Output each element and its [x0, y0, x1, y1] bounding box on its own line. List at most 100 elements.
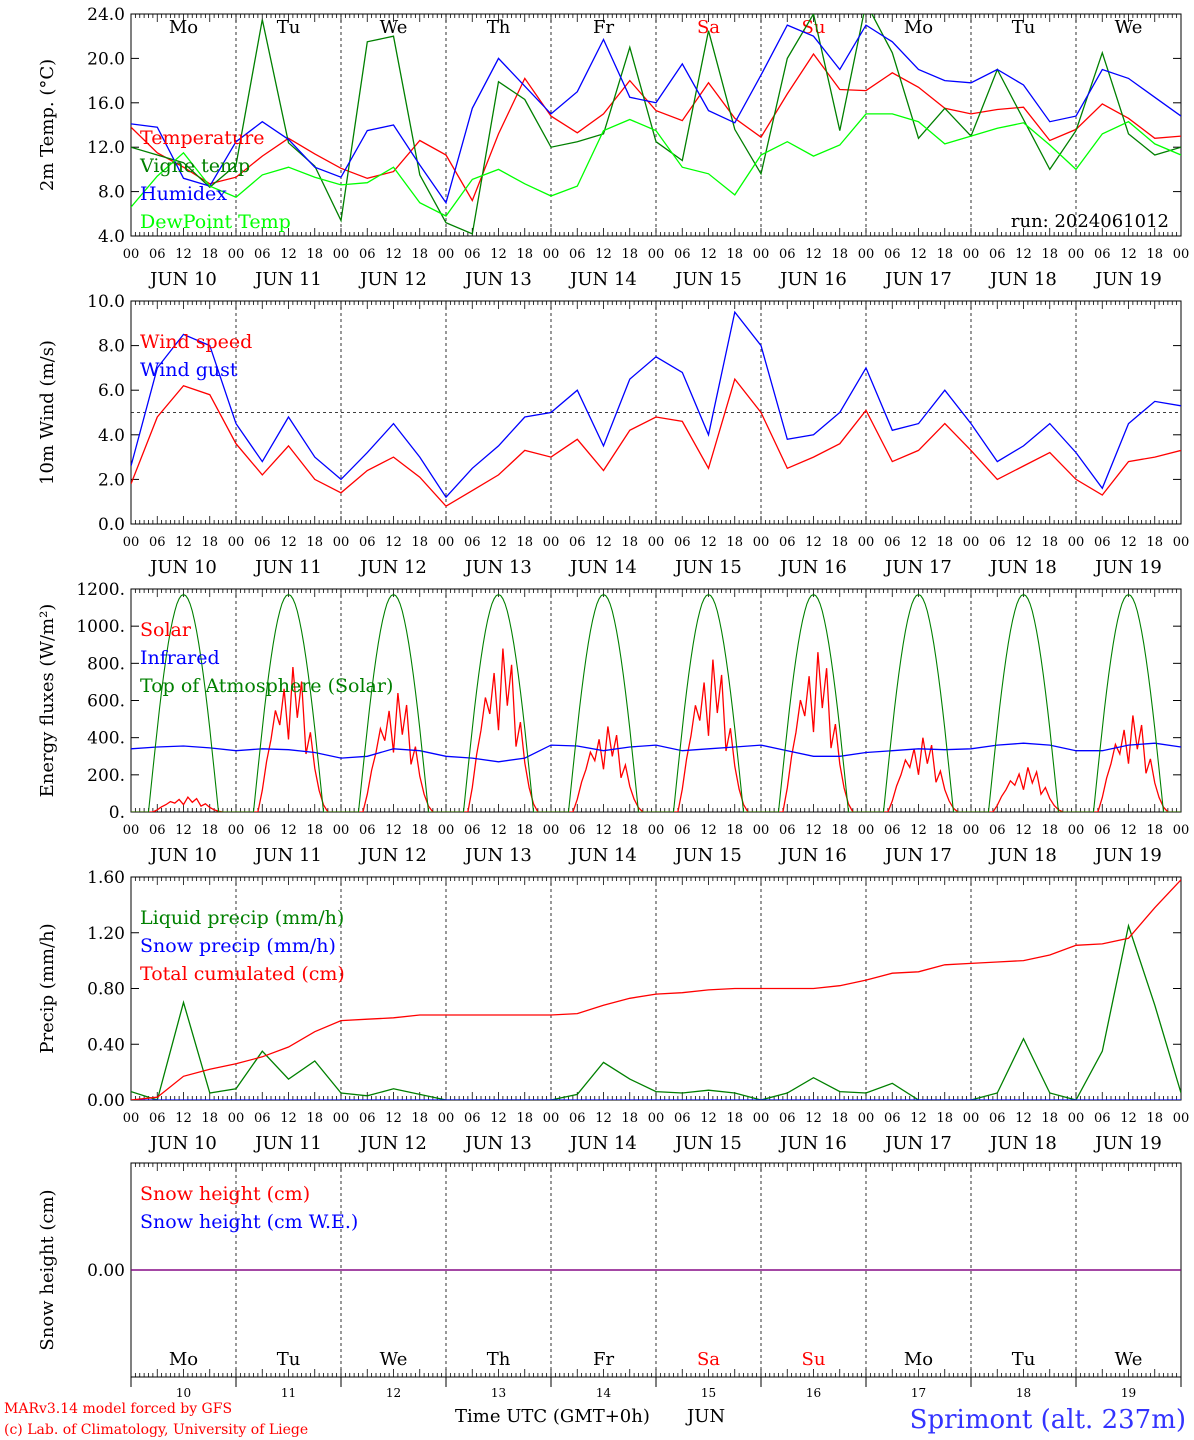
- hour-tick-label: 00: [123, 1111, 140, 1126]
- date-label: JUN 14: [568, 269, 637, 290]
- hour-tick-label: 12: [1120, 535, 1137, 550]
- hour-tick-label: 18: [936, 535, 953, 550]
- hour-tick-label: 00: [1068, 823, 1085, 838]
- hour-tick-label: 00: [228, 1111, 245, 1126]
- hour-tick-label: 12: [595, 823, 612, 838]
- hour-tick-label: 00: [438, 247, 455, 262]
- weekday-label: Mo: [904, 1349, 933, 1370]
- hour-tick-label: 18: [831, 823, 848, 838]
- hour-tick-label: 00: [1068, 247, 1085, 262]
- hour-tick-label: 00: [858, 823, 875, 838]
- panel-wind: 0.0 2.0 4.0 6.0 8.0 10.0 10m Wind (m/s) 00 06 12 1…: [37, 292, 1189, 578]
- y-tick-label: 4.0: [98, 227, 125, 247]
- hour-tick-label: 12: [1120, 823, 1137, 838]
- hour-tick-label: 06: [254, 1111, 271, 1126]
- hour-tick-label: 00: [543, 247, 560, 262]
- panel-snow: 0.00 Snow height (cm) Mo Tu We Th Fr Sa Su Mo Tu We…: [37, 1162, 1182, 1400]
- hour-tick-label: 00: [963, 1111, 980, 1126]
- hour-tick-label: 12: [490, 1111, 507, 1126]
- y-tick-label: 0.40: [87, 1035, 125, 1055]
- hour-tick-label: 12: [280, 247, 297, 262]
- date-label: JUN 17: [883, 557, 952, 578]
- date-label: JUN 11: [253, 269, 322, 290]
- legend-snow-height-cm-w-e-: Snow height (cm W.E.): [140, 1211, 358, 1233]
- date-label: JUN 18: [988, 269, 1057, 290]
- plot-area: [131, 310, 1181, 508]
- y-tick-label: 0.0: [98, 515, 125, 535]
- date-label: JUN 16: [778, 269, 847, 290]
- series-dewpoint-temp: [131, 113, 1181, 217]
- y-tick-label: 16.0: [87, 94, 125, 114]
- hour-tick-label: 12: [385, 535, 402, 550]
- hour-tick-label: 12: [700, 823, 717, 838]
- hour-tick-label: 12: [490, 535, 507, 550]
- hour-tick-label: 18: [621, 535, 638, 550]
- date-label: JUN 15: [673, 557, 742, 578]
- hour-tick-label: 12: [175, 535, 192, 550]
- date-label: JUN 14: [568, 1133, 637, 1154]
- y-tick-label: 10.0: [87, 292, 125, 312]
- hour-tick-label: 06: [254, 247, 271, 262]
- series-humidex: [131, 24, 1181, 205]
- hour-tick-label: 12: [595, 247, 612, 262]
- hour-tick-label: 18: [726, 1111, 743, 1126]
- hour-tick-label: 00: [648, 1111, 665, 1126]
- hour-tick-label: 00: [333, 535, 350, 550]
- legend-wind-gust: Wind gust: [140, 359, 238, 381]
- weekday-label: We: [380, 1349, 408, 1370]
- hour-tick-label: 00: [228, 247, 245, 262]
- hour-tick-label: 06: [569, 247, 586, 262]
- legend-total-cumulated-cm-: Total cumulated (cm): [140, 963, 345, 985]
- y-tick-label: 0.00: [87, 1261, 125, 1281]
- hour-tick-label: 18: [621, 247, 638, 262]
- legend-snow-precip-mm-h-: Snow precip (mm/h): [140, 935, 336, 957]
- date-label: JUN 15: [673, 845, 742, 866]
- hour-tick-label: 12: [910, 247, 927, 262]
- hour-tick-label: 06: [359, 247, 376, 262]
- date-label: JUN 16: [778, 1133, 847, 1154]
- day-number-label: 16: [806, 1386, 821, 1400]
- hour-tick-label: 00: [1068, 1111, 1085, 1126]
- panel-precip: 0.00 0.40 0.80 1.20 1.60 Precip (mm/h) 00 06 12 1…: [37, 868, 1189, 1154]
- hour-tick-label: 06: [149, 823, 166, 838]
- y-tick-label: 1.20: [87, 924, 125, 944]
- weekday-label: Mo: [169, 17, 198, 38]
- hour-tick-label: 18: [201, 823, 218, 838]
- hour-tick-label: 18: [831, 535, 848, 550]
- date-label: JUN 19: [1093, 1133, 1162, 1154]
- series-total-cumulated-cm: [131, 879, 1181, 1100]
- series-wind-gust: [131, 310, 1181, 499]
- y-tick-label: 200.: [87, 766, 125, 786]
- date-label: JUN 13: [463, 557, 532, 578]
- hour-tick-label: 12: [385, 1111, 402, 1126]
- hour-tick-label: 00: [753, 247, 770, 262]
- date-label: JUN 12: [358, 269, 427, 290]
- date-label: JUN 10: [148, 557, 217, 578]
- hour-tick-label: 12: [280, 823, 297, 838]
- hour-tick-label: 00: [753, 1111, 770, 1126]
- hour-tick-label: 00: [858, 535, 875, 550]
- y-tick-label: 24.0: [87, 5, 125, 25]
- hour-tick-label: 00: [753, 535, 770, 550]
- hour-tick-label: 06: [989, 535, 1006, 550]
- hour-tick-label: 00: [1173, 535, 1190, 550]
- hour-tick-label: 00: [963, 535, 980, 550]
- date-label: JUN 14: [568, 557, 637, 578]
- hour-tick-label: 06: [464, 1111, 481, 1126]
- weekday-label: Tu: [277, 1349, 301, 1370]
- weekday-label: We: [1115, 17, 1143, 38]
- hour-tick-label: 00: [1173, 1111, 1190, 1126]
- hour-tick-label: 12: [175, 247, 192, 262]
- hour-tick-label: 00: [123, 823, 140, 838]
- hour-tick-label: 12: [910, 1111, 927, 1126]
- hour-tick-label: 06: [569, 535, 586, 550]
- weekday-label: Fr: [593, 17, 614, 38]
- hour-tick-label: 00: [648, 247, 665, 262]
- day-number-label: 10: [176, 1386, 191, 1400]
- hour-tick-label: 06: [779, 535, 796, 550]
- y-tick-label: 2.0: [98, 470, 125, 490]
- y-tick-label: 12.0: [87, 138, 125, 158]
- hour-tick-label: 18: [516, 535, 533, 550]
- hour-tick-label: 12: [700, 1111, 717, 1126]
- hour-tick-label: 00: [753, 823, 770, 838]
